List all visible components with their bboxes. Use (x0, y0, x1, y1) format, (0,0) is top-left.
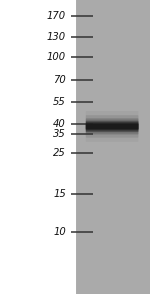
Text: 55: 55 (53, 97, 66, 107)
Text: 10: 10 (53, 227, 66, 237)
Text: 170: 170 (47, 11, 66, 21)
Text: 70: 70 (53, 75, 66, 85)
FancyBboxPatch shape (86, 122, 138, 131)
FancyBboxPatch shape (86, 123, 138, 129)
Text: 100: 100 (47, 52, 66, 62)
Text: 25: 25 (53, 148, 66, 158)
Text: 130: 130 (47, 32, 66, 42)
FancyBboxPatch shape (86, 118, 138, 134)
FancyBboxPatch shape (86, 121, 138, 132)
Text: 35: 35 (53, 129, 66, 139)
Bar (75, 0, 150, 294)
Text: 15: 15 (53, 189, 66, 199)
FancyBboxPatch shape (86, 111, 138, 142)
Text: 40: 40 (53, 119, 66, 129)
FancyBboxPatch shape (86, 115, 138, 138)
